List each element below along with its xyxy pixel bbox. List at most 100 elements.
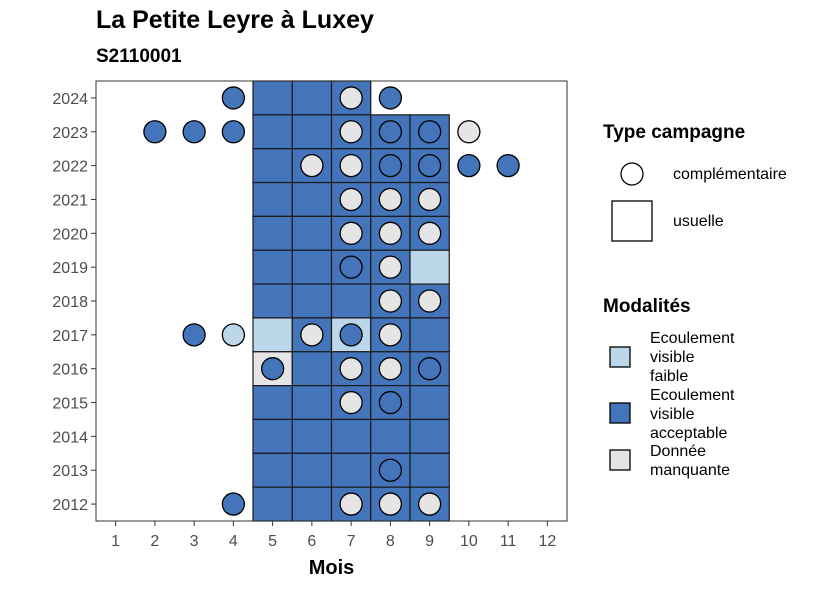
legend-mod-manquante-line1: Donnée [650, 443, 707, 460]
legend-mod-title: Modalités [603, 296, 691, 317]
tile-2014-5 [252, 418, 293, 454]
legend-type-complementaire-label: complémentaire [673, 166, 787, 183]
tile-2019-5 [252, 249, 293, 285]
tile-2021-5 [252, 181, 293, 217]
legend-key-complementaire [620, 162, 644, 186]
point-2024-4 [221, 86, 246, 110]
point-2012-9 [417, 492, 442, 516]
legend-mod-faible-line1: Ecoulement [650, 330, 735, 347]
point-2022-7 [339, 153, 363, 178]
point-2021-8 [378, 187, 403, 212]
point-2023-2 [143, 120, 167, 144]
point-2016-8 [378, 357, 403, 381]
y-tick-label-2015: 2015 [52, 396, 88, 413]
point-2020-8 [378, 221, 403, 245]
point-2022-6 [300, 153, 324, 178]
tile-2021-6 [291, 181, 333, 217]
x-tick-label-1: 1 [111, 533, 120, 550]
point-2022-11 [496, 153, 520, 178]
point-2016-5 [260, 357, 285, 381]
tile-2020-5 [252, 215, 293, 251]
x-tick-label-9: 9 [425, 533, 434, 550]
x-tick-label-7: 7 [347, 533, 356, 550]
tile-2013-5 [252, 452, 293, 488]
tile-2024-6 [291, 80, 333, 116]
tile-2017-5 [252, 317, 293, 353]
legend-mod-acceptable-line3: acceptable [650, 425, 728, 442]
x-tick-label-6: 6 [307, 533, 316, 550]
point-2019-7 [339, 255, 363, 279]
point-2016-9 [417, 357, 442, 381]
tile-2023-5 [252, 114, 293, 150]
tile-2014-7 [330, 418, 372, 454]
x-tick-label-2: 2 [150, 533, 159, 550]
y-tick-label-2016: 2016 [52, 362, 88, 379]
x-tick-label-10: 10 [460, 533, 478, 550]
legend-key-manquante [609, 449, 631, 471]
tile-2015-6 [291, 385, 333, 421]
tile-2018-6 [291, 283, 333, 319]
legend-mod-acceptable-label: Ecoulement visible acceptable [650, 386, 760, 443]
point-2024-8 [378, 86, 403, 110]
legend-type-title: Type campagne [603, 122, 746, 143]
tile-2020-6 [291, 215, 333, 251]
tile-2014-6 [291, 418, 333, 454]
tile-2016-6 [291, 351, 333, 387]
chart-subtitle: S2110001 [96, 46, 182, 67]
x-axis-title: Mois [309, 557, 355, 579]
tile-2018-5 [252, 283, 293, 319]
point-2015-7 [339, 390, 363, 415]
point-2023-3 [182, 120, 206, 144]
y-tick-label-2024: 2024 [52, 91, 88, 108]
legend-key-faible [609, 346, 631, 368]
point-2012-8 [378, 492, 403, 516]
point-2021-7 [339, 187, 363, 212]
point-2012-7 [339, 492, 363, 516]
x-tick-label-8: 8 [386, 533, 395, 550]
x-tick-label-3: 3 [190, 533, 199, 550]
x-tick-label-4: 4 [229, 533, 238, 550]
point-2017-8 [378, 323, 403, 347]
point-2018-9 [417, 289, 442, 313]
tile-2017-9 [409, 317, 450, 353]
tile-2018-7 [330, 283, 372, 319]
tile-2023-6 [291, 114, 333, 150]
legend-mod-acceptable-line1: Ecoulement [650, 387, 735, 404]
point-2015-8 [378, 390, 403, 415]
point-2020-9 [417, 221, 442, 245]
y-tick-label-2013: 2013 [52, 463, 88, 480]
legend-mod-faible-line3: faible [650, 368, 689, 385]
tile-2014-9 [409, 418, 450, 454]
tile-2012-5 [252, 486, 293, 522]
point-2020-7 [339, 221, 363, 245]
y-tick-label-2019: 2019 [52, 260, 88, 277]
point-2022-9 [417, 153, 442, 178]
legend-mod-faible-label: Ecoulement visible faible [650, 329, 760, 386]
x-tick-label-12: 12 [538, 533, 556, 550]
y-tick-label-2012: 2012 [52, 497, 88, 514]
point-2023-8 [378, 120, 403, 144]
tile-2015-5 [252, 385, 293, 421]
point-2023-10 [457, 120, 481, 144]
legend-type-usuelle-label: usuelle [673, 213, 724, 230]
tile-2013-6 [291, 452, 333, 488]
point-2017-6 [300, 323, 324, 347]
legend-mod-faible-line2: visible [650, 349, 695, 366]
chart-title: La Petite Leyre à Luxey [96, 6, 374, 34]
y-tick-label-2023: 2023 [52, 125, 88, 142]
tile-2022-5 [252, 148, 293, 184]
point-2012-4 [221, 492, 246, 516]
point-2023-4 [221, 120, 246, 144]
tile-2012-6 [291, 486, 333, 522]
tile-2015-9 [409, 385, 450, 421]
point-2016-7 [339, 357, 363, 381]
point-2017-3 [182, 323, 206, 347]
tile-2024-5 [252, 80, 293, 116]
point-2018-8 [378, 289, 403, 313]
tile-2019-6 [291, 249, 333, 285]
point-2013-8 [378, 458, 403, 482]
point-2024-7 [339, 86, 363, 110]
legend-key-usuelle [611, 200, 653, 242]
point-2022-8 [378, 153, 403, 178]
